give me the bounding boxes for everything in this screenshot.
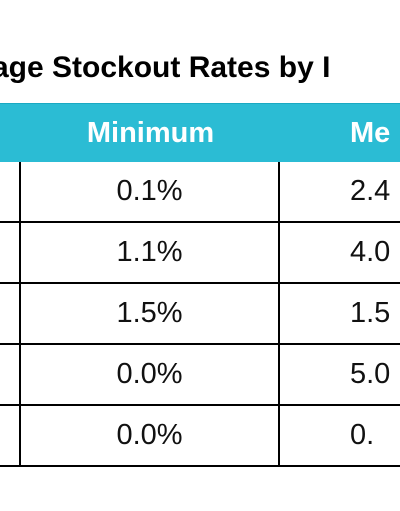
- row-label-cell: [0, 223, 21, 282]
- table-row: 1.1% 4.0: [0, 223, 400, 284]
- minimum-cell: 1.5%: [21, 284, 280, 343]
- minimum-cell: 0.0%: [21, 406, 280, 465]
- row-label-cell: [0, 345, 21, 404]
- table-header-row: Minimum Me: [0, 103, 400, 162]
- row-label-cell: [0, 284, 21, 343]
- median-cell: 1.5: [350, 297, 391, 329]
- row-label-cell: [0, 162, 21, 221]
- median-cell: 2.4: [350, 175, 391, 207]
- stockout-table: Minimum Me 0.1% 2.4 1.1% 4.0 1.5% 1.5 0.…: [0, 103, 400, 467]
- table-row: 0.0% 0.: [0, 406, 400, 467]
- minimum-cell: 0.1%: [21, 162, 280, 221]
- table-title: age Stockout Rates by I: [0, 51, 331, 84]
- row-label-cell: [0, 406, 21, 465]
- median-cell: 0.: [350, 419, 375, 451]
- table-row: 0.1% 2.4: [0, 162, 400, 223]
- minimum-cell: 0.0%: [21, 345, 280, 404]
- header-cell-label: [0, 104, 21, 162]
- header-cell-minimum: Minimum: [86, 116, 215, 149]
- table-row: 0.0% 5.0: [0, 345, 400, 406]
- minimum-cell: 1.1%: [21, 223, 280, 282]
- table-row: 1.5% 1.5: [0, 284, 400, 345]
- median-cell: 5.0: [350, 358, 391, 390]
- header-cell-median: Me: [350, 116, 391, 149]
- median-cell: 4.0: [350, 236, 391, 268]
